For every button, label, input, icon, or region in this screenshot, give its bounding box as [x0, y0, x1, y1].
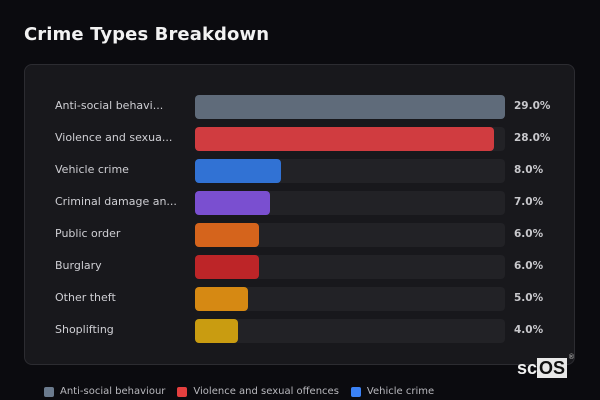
bar-label: Shoplifting [55, 323, 114, 336]
bar-row: Shoplifting 4.0% [25, 319, 574, 343]
legend-swatch-icon [350, 386, 361, 397]
bar-label: Anti-social behavi... [55, 99, 164, 112]
bar-label: Other theft [55, 291, 116, 304]
bar-value: 6.0% [514, 260, 544, 272]
bar-value: 29.0% [514, 100, 551, 112]
bar[interactable] [195, 191, 270, 215]
legend-swatch-icon [44, 386, 54, 397]
bar[interactable] [195, 223, 260, 247]
legend-label: Anti-social behaviour [60, 386, 166, 397]
bar-row: Other theft 5.0% [25, 287, 574, 311]
logo-highlight: OS [537, 358, 568, 378]
bar-track [195, 255, 505, 279]
bar[interactable] [195, 287, 249, 311]
bar-row: Violence and sexua... 28.0% [25, 127, 574, 151]
bar[interactable] [195, 255, 260, 279]
brand-logo: sc OS ® [517, 354, 574, 379]
bar-track [195, 191, 505, 215]
bar-row: Criminal damage an... 7.0% [25, 191, 574, 215]
bar-value: 6.0% [514, 228, 544, 240]
legend-label: Vehicle crime [366, 386, 435, 397]
bar-row: Anti-social behavi... 29.0% [25, 95, 574, 119]
bar-label: Violence and sexua... [55, 131, 173, 144]
legend-label: Violence and sexual offences [193, 386, 339, 397]
bar-track [195, 127, 505, 151]
bar[interactable] [195, 159, 281, 183]
bar-row: Vehicle crime 8.0% [25, 159, 574, 183]
legend-item[interactable]: Anti-social behaviour [44, 386, 165, 397]
bar-value: 28.0% [514, 132, 551, 144]
chart-title: Crime Types Breakdown [24, 24, 270, 45]
bar-row: Public order 6.0% [25, 223, 574, 247]
legend-item[interactable]: Violence and sexual offences [177, 386, 339, 397]
registered-mark-icon: ® [568, 354, 575, 361]
legend-item[interactable]: Vehicle crime [350, 386, 435, 397]
bar-row: Burglary 6.0% [25, 255, 574, 279]
bar-track [195, 159, 505, 183]
legend: Anti-social behaviour Violence and sexual… [44, 386, 434, 397]
bar-label: Vehicle crime [55, 163, 129, 176]
bar[interactable] [195, 319, 238, 343]
logo-prefix: sc [517, 358, 538, 378]
chart-card: Anti-social behavi... 29.0% Violence and … [24, 64, 575, 365]
bar-track [195, 287, 505, 311]
legend-swatch-icon [177, 386, 188, 397]
bar-label: Criminal damage an... [55, 195, 177, 208]
bar-label: Public order [55, 227, 121, 240]
bar-value: 5.0% [514, 292, 544, 304]
bar-value: 4.0% [514, 324, 544, 336]
bar-value: 7.0% [514, 196, 544, 208]
bar-track [195, 223, 505, 247]
bar-label: Burglary [55, 259, 102, 272]
bar[interactable] [195, 127, 495, 151]
bar-track [195, 95, 505, 119]
bar[interactable] [195, 95, 505, 119]
bar-value: 8.0% [514, 164, 544, 176]
bar-track [195, 319, 505, 343]
